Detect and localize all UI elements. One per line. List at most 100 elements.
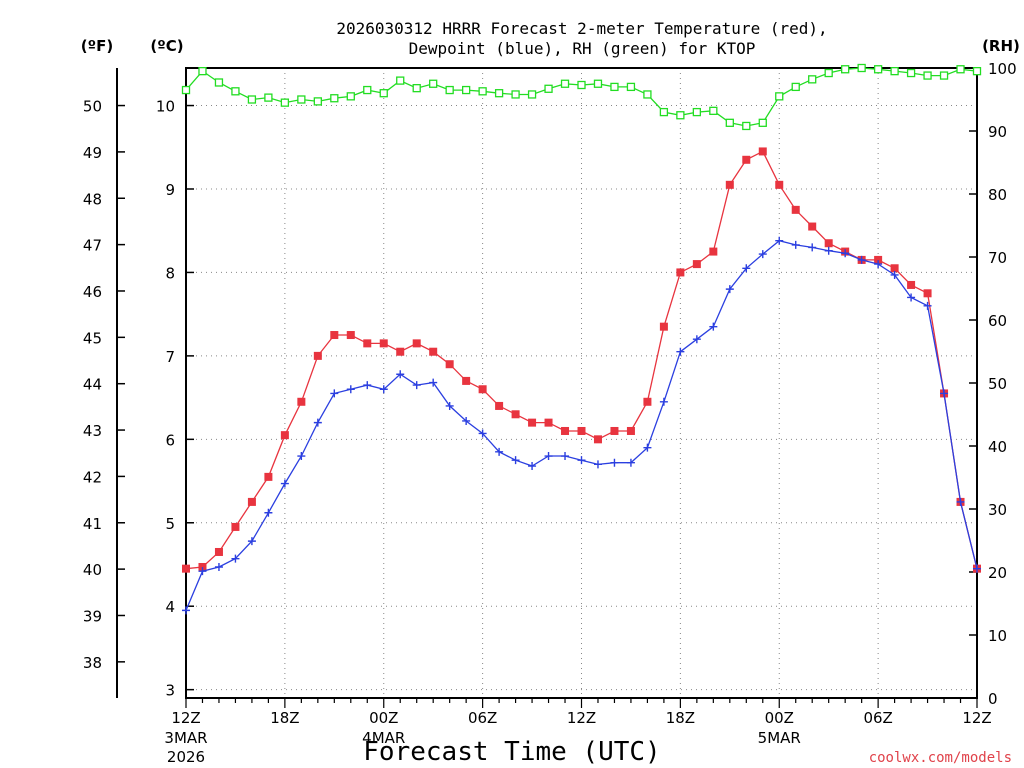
fahrenheit-tick-label: 50 — [83, 98, 102, 116]
rh-point — [890, 67, 899, 76]
temperature-point — [626, 426, 635, 435]
dewpoint-point — [775, 236, 784, 245]
dewpoint-point — [429, 378, 438, 387]
rh-point — [758, 118, 767, 127]
axes — [116, 67, 978, 708]
temperature-point — [363, 339, 372, 348]
fahrenheit-tick-label: 46 — [83, 283, 102, 301]
x-tick-date-label: 3MAR — [164, 729, 207, 747]
rh-point — [923, 71, 932, 80]
x-tick-date-label: 4MAR — [362, 729, 405, 747]
celsius-tick-label: 9 — [165, 181, 175, 199]
x-tick-label: 18Z — [270, 709, 299, 727]
chart-title-line-1: 2026030312 HRRR Forecast 2-meter Tempera… — [336, 19, 827, 38]
dewpoint-point — [659, 397, 668, 406]
rh-point — [577, 80, 586, 90]
dewpoint-point — [577, 456, 586, 465]
rh-point — [906, 68, 916, 78]
dewpoint-point — [791, 240, 800, 249]
dewpoint-point — [824, 246, 833, 255]
temperature-point — [182, 564, 190, 573]
rh-point — [610, 82, 619, 92]
celsius-tick-label: 8 — [165, 264, 175, 282]
dewpoint-point — [478, 429, 487, 438]
temperature-point — [775, 180, 784, 189]
dewpoint-point — [297, 452, 306, 461]
rh-point — [363, 85, 372, 95]
dewpoint-point — [346, 385, 355, 394]
temperature-point — [742, 155, 751, 164]
dewpoint-point — [923, 301, 932, 310]
rh-point — [544, 84, 553, 93]
rh-point — [429, 79, 438, 88]
rh-point — [873, 65, 883, 74]
temperature-point — [791, 205, 800, 214]
x-axis-label: Forecast Time (UTC) — [363, 737, 660, 767]
dewpoint-point — [626, 458, 635, 467]
temperature-point — [313, 351, 322, 360]
rh-point — [297, 95, 306, 104]
rh-point — [791, 82, 800, 92]
temperature-point — [346, 331, 355, 340]
x-tick-label: 12Z — [567, 709, 596, 727]
rh-point — [511, 90, 520, 99]
dewpoint-point — [841, 249, 850, 258]
grid-lines — [186, 68, 977, 698]
temperature-point — [890, 264, 899, 273]
temperature-point — [907, 280, 916, 289]
dewpoint-point — [231, 554, 240, 563]
rh-point — [692, 107, 702, 117]
dewpoint-point — [709, 322, 718, 331]
x-tick-label: 18Z — [666, 709, 695, 727]
temperature-point — [923, 289, 932, 298]
temperature-point — [429, 347, 438, 356]
temperature-point — [528, 418, 537, 427]
rh-point — [379, 89, 388, 98]
rh-point — [643, 90, 652, 99]
rh-point — [231, 87, 240, 96]
dewpoint-point — [511, 456, 520, 465]
temperature-point — [544, 418, 553, 427]
fahrenheit-tick-label: 40 — [83, 561, 102, 579]
dewpoint-point — [610, 458, 619, 467]
rh-point — [841, 65, 850, 74]
x-tick-year-label: 2026 — [167, 748, 205, 766]
dewpoint-point — [725, 285, 734, 294]
temperature-point — [214, 547, 223, 556]
dewpoint-point — [182, 606, 190, 615]
rh-tick-label: 90 — [988, 123, 1007, 141]
celsius-tick-label: 3 — [165, 682, 175, 700]
dewpoint-point — [890, 270, 899, 279]
temperature-point — [280, 431, 289, 440]
rh-point — [709, 106, 718, 115]
celsius-tick-label: 6 — [165, 431, 175, 449]
rh-point — [775, 92, 784, 101]
celsius-tick-label: 5 — [165, 515, 175, 533]
rh-point — [445, 85, 454, 95]
fahrenheit-tick-label: 41 — [83, 515, 102, 533]
temperature-point — [610, 426, 619, 435]
temperature-point — [659, 322, 668, 331]
temperature-point — [593, 435, 602, 444]
x-tick-label: 00Z — [369, 709, 398, 727]
rh-point — [494, 89, 504, 98]
dewpoint-point — [247, 537, 256, 546]
temperature-point — [412, 339, 421, 348]
rh-tick-label: 20 — [988, 564, 1007, 582]
fahrenheit-tick-label: 38 — [83, 654, 102, 672]
dewpoint-point — [396, 370, 405, 379]
dewpoint-point — [808, 243, 817, 252]
temperature-point — [396, 347, 405, 356]
dewpoint-series-line — [185, 239, 978, 611]
temperature-point — [511, 410, 520, 419]
rh-tick-label: 10 — [988, 627, 1007, 645]
dewpoint-point — [495, 447, 504, 456]
temperature-point — [725, 180, 734, 189]
fahrenheit-unit-label: (ºF) — [81, 37, 113, 55]
dewpoint-point — [313, 418, 322, 427]
temperature-point — [709, 247, 718, 256]
rh-point — [626, 82, 636, 92]
rh-point — [461, 85, 471, 95]
temperature-point — [264, 472, 273, 481]
temperature-point — [198, 562, 207, 571]
